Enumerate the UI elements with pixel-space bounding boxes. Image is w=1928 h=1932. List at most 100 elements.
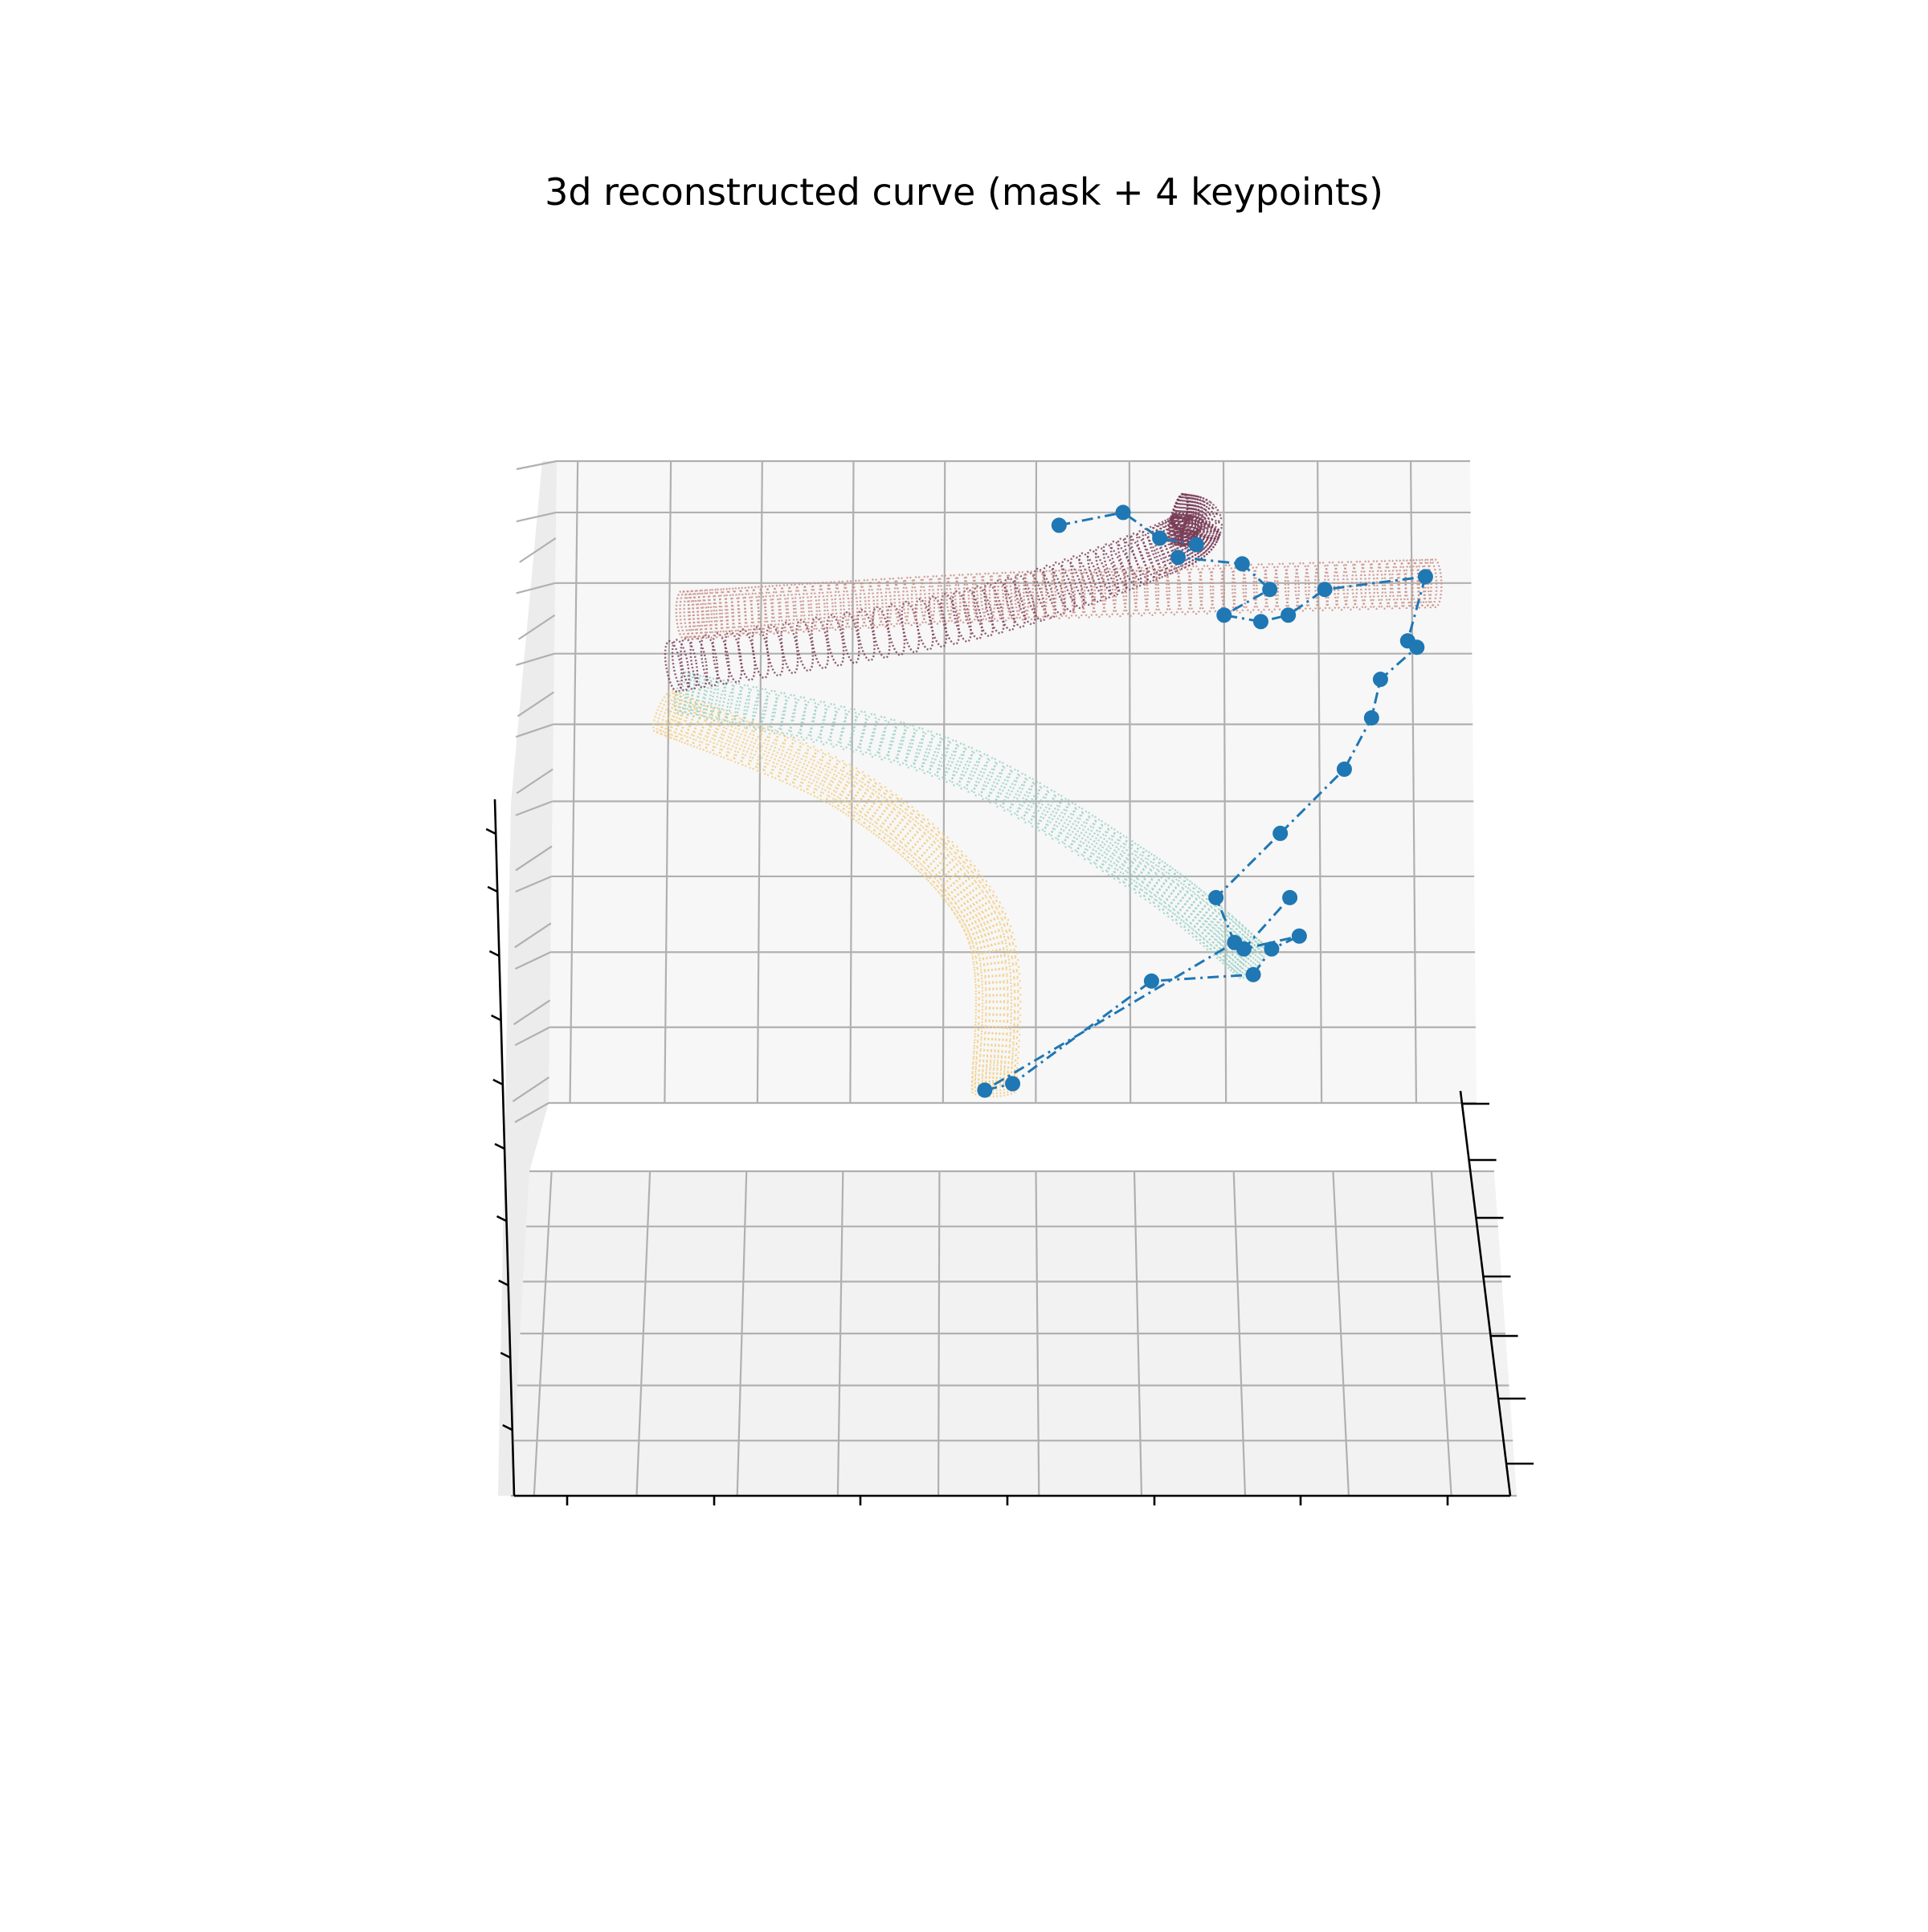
tube-ring [945, 874, 984, 905]
tube-ring [919, 574, 936, 626]
grid-line-left-horizontal [515, 875, 552, 893]
tube-1 [664, 492, 1223, 693]
tube-ring [764, 584, 781, 635]
tube-ring [1183, 897, 1214, 932]
tube-ring [1070, 568, 1086, 619]
tube-ring [748, 725, 771, 770]
tube-ring [1187, 900, 1218, 935]
tube-ring [1136, 530, 1162, 581]
tube-ring [1044, 797, 1070, 836]
tube-ring [974, 974, 1021, 990]
grid-line-left-depth [514, 922, 552, 949]
keypoint-marker [1143, 973, 1159, 989]
tube-ring [951, 884, 991, 914]
tube-ring [927, 849, 963, 884]
grid-line-left-horizontal [515, 800, 553, 816]
tube-ring [974, 981, 1022, 996]
tube-ring [686, 701, 708, 747]
tube-ring [780, 693, 797, 737]
grid-line-left-depth [517, 691, 555, 717]
tube-ring [1023, 570, 1039, 621]
tube-ring [974, 1001, 1022, 1016]
tube-ring [1143, 566, 1160, 616]
tube-ring [1005, 570, 1021, 621]
tube-ring [959, 900, 1002, 927]
tube-ring [1173, 492, 1191, 546]
tube-ring [679, 590, 695, 640]
axes [485, 799, 1534, 1505]
tube-ring [957, 895, 999, 923]
grid-line-back-vertical [569, 460, 579, 1104]
tube-ring [1002, 772, 1027, 812]
tube-ring [705, 709, 727, 754]
tube-ring [770, 735, 794, 780]
grid-line-back-vertical [942, 460, 946, 1104]
keypoint-marker [1005, 1076, 1021, 1092]
keypoint-marker [1417, 569, 1433, 585]
keypoint-marker [1245, 966, 1261, 982]
tube-ring [1142, 528, 1167, 578]
tube-ring [997, 571, 1013, 622]
tube-ring [825, 763, 852, 806]
tube-ring [897, 818, 930, 856]
tube-ring [1063, 810, 1090, 848]
tube-ring [980, 760, 1004, 800]
keypoints [977, 504, 1433, 1098]
tube-ring [910, 575, 927, 626]
tube-ring [785, 741, 810, 786]
tube-ring [718, 587, 735, 638]
grid-line-left-horizontal [516, 582, 556, 594]
tube-ring [868, 794, 898, 833]
z-axis-tick [502, 1423, 513, 1432]
tube-ring [673, 671, 692, 714]
tube-ring [962, 573, 979, 623]
tube-ring [1187, 564, 1203, 615]
tube-ring [983, 582, 1005, 635]
tube-ring [743, 586, 760, 636]
tube-ring [966, 923, 1012, 944]
tube-ring [973, 1026, 1021, 1041]
tube-ring [1069, 555, 1094, 607]
tube-ring [1052, 562, 1076, 613]
tube-ring [906, 827, 940, 864]
tube-ring [733, 684, 751, 727]
tube-ring [1162, 878, 1191, 915]
tube-ring [790, 695, 807, 739]
tube-ring [859, 713, 877, 755]
tube-ring [683, 590, 699, 640]
tube-ring [974, 987, 1022, 1003]
tube-ring [973, 968, 1021, 983]
tube-ring [813, 756, 839, 799]
grid-line-left-depth [513, 999, 551, 1026]
tube-ring [1134, 856, 1162, 894]
keypoint-marker [1317, 582, 1333, 598]
tube-ring [973, 962, 1020, 978]
tube-ring [893, 576, 909, 627]
grid-line-back-vertical [756, 460, 763, 1104]
tube-ring [819, 702, 837, 745]
tube-ring [887, 721, 906, 763]
tube-ring [687, 589, 704, 639]
tube-ring [713, 587, 729, 638]
tube-ring [1416, 558, 1432, 609]
tube-ring [839, 707, 857, 750]
tube-ring [857, 786, 888, 826]
tube-ring [751, 687, 769, 731]
tube-ring [942, 869, 980, 901]
tube-ring [971, 1054, 1019, 1070]
tube-ring [987, 764, 1012, 804]
tube-ring [884, 577, 901, 627]
tube-ring [969, 935, 1015, 954]
tube-ring [818, 581, 834, 631]
tube-ring [954, 573, 970, 623]
gridlines [511, 460, 1517, 1497]
keypoint-marker [1272, 825, 1289, 841]
z-axis-tick [498, 1279, 509, 1287]
tube-ring [709, 678, 727, 722]
tube-ring [757, 585, 774, 635]
grid-line-left-horizontal [514, 1102, 549, 1123]
tube-ring [733, 720, 756, 765]
tube-ring [807, 752, 831, 796]
keypoint-marker [1234, 556, 1250, 572]
